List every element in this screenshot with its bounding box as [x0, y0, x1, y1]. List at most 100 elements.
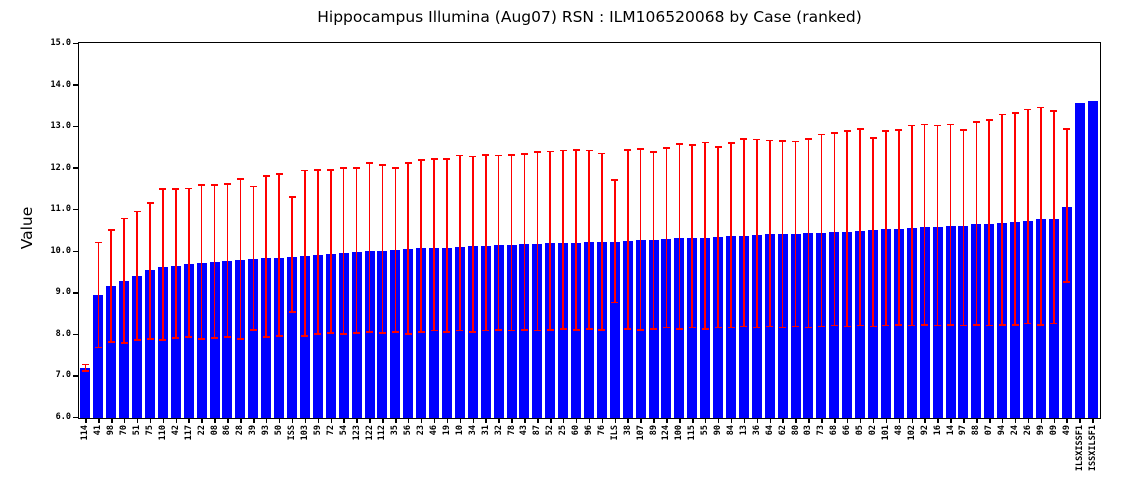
error-bar-cap-bottom	[675, 328, 683, 330]
error-bar-cap-bottom	[985, 324, 993, 327]
error-bar-cap-top	[1011, 112, 1019, 115]
x-tick-label: 99	[1035, 425, 1046, 436]
error-bar-cap-bottom	[340, 333, 348, 335]
x-tick-mark	[459, 419, 462, 423]
error-bar-line	[123, 218, 125, 344]
error-bar-cap-top	[766, 139, 774, 142]
error-bar-line	[523, 153, 526, 330]
x-tick-label: 101	[880, 425, 891, 441]
x-tick-label: 75	[145, 425, 155, 436]
x-tick-mark	[136, 419, 139, 423]
x-tick-mark	[123, 419, 126, 423]
error-bar-cap-bottom	[585, 328, 593, 330]
y-tick-mark	[73, 333, 78, 336]
error-bar-line	[949, 124, 952, 325]
bar	[157, 266, 168, 418]
bar	[132, 275, 143, 418]
x-tick-mark	[278, 419, 281, 423]
error-bar-line	[794, 141, 797, 327]
error-bar-cap-bottom	[94, 346, 102, 349]
x-tick-mark	[550, 419, 552, 423]
x-tick-mark	[1040, 419, 1043, 423]
error-bar-cap-bottom	[598, 328, 606, 331]
error-bar-line	[239, 178, 242, 339]
plot-area	[78, 42, 1101, 419]
x-tick-label: 35	[390, 425, 401, 436]
y-tick-label: 14.0	[50, 79, 71, 90]
error-bar-cap-top	[223, 183, 231, 186]
x-tick-mark	[1079, 419, 1081, 423]
bar	[222, 261, 233, 418]
error-bar-line	[162, 189, 164, 341]
error-bar-cap-bottom	[482, 329, 490, 332]
x-tick-mark	[343, 419, 345, 423]
bar	[299, 255, 310, 418]
error-bar-cap-bottom	[417, 331, 425, 333]
error-bar-cap-top	[598, 152, 606, 155]
error-bar-cap-top	[133, 210, 141, 213]
x-tick-label: 41	[93, 425, 104, 436]
error-bar-cap-bottom	[921, 323, 929, 326]
error-bar-line	[329, 169, 332, 334]
y-tick-mark	[73, 208, 78, 211]
x-tick-mark	[782, 419, 784, 423]
error-bar-cap-bottom	[366, 331, 373, 333]
error-bar-cap-bottom	[843, 325, 851, 328]
error-bar-cap-bottom	[1024, 322, 1032, 325]
bar	[325, 253, 336, 418]
x-tick-mark	[717, 419, 720, 423]
error-bar-cap-bottom	[262, 336, 270, 338]
x-tick-label: ILSXISSF1	[1074, 425, 1085, 472]
error-bar-cap-bottom	[159, 339, 167, 341]
error-bar-cap-bottom	[211, 337, 219, 339]
error-bar-cap-bottom	[533, 329, 541, 332]
error-bar-line	[730, 143, 732, 328]
error-bar-cap-top	[198, 184, 206, 186]
error-bar-cap-top	[637, 148, 645, 150]
error-bar-cap-bottom	[1050, 322, 1058, 325]
error-bar-cap-top	[792, 140, 800, 143]
error-bar-cap-top	[366, 162, 373, 164]
bar	[584, 242, 594, 418]
x-tick-label: 60	[571, 425, 582, 436]
error-bar-line	[962, 130, 965, 326]
error-bar-cap-bottom	[959, 324, 967, 327]
x-tick-mark	[588, 419, 591, 423]
error-bar-cap-bottom	[650, 328, 658, 330]
x-tick-label: 102	[906, 425, 917, 441]
error-bar-cap-top	[172, 188, 180, 191]
error-bar-line	[549, 151, 552, 330]
error-bar-cap-top	[1063, 128, 1071, 130]
x-tick-mark	[1027, 419, 1030, 423]
error-bar-cap-bottom	[223, 336, 231, 338]
x-tick-label: 73	[816, 425, 827, 436]
x-tick-mark	[304, 419, 307, 423]
x-tick-mark	[924, 419, 926, 423]
error-bar-cap-top	[546, 150, 554, 153]
x-tick-label: 115	[687, 425, 698, 441]
x-tick-label: 32	[493, 425, 504, 436]
bar	[390, 249, 401, 418]
x-tick-label: 36	[751, 425, 762, 436]
error-bar-line	[743, 138, 745, 327]
error-bar-cap-bottom	[133, 339, 141, 341]
bar	[1074, 103, 1085, 418]
x-tick-label: 16	[932, 425, 943, 436]
y-tick-label: 13.0	[50, 121, 71, 132]
bar	[661, 239, 672, 418]
error-bar-cap-bottom	[727, 326, 735, 329]
error-bar-cap-bottom	[236, 338, 244, 340]
bar	[248, 259, 259, 418]
error-bar-line	[639, 148, 642, 330]
x-tick-mark	[356, 419, 358, 423]
bar	[119, 280, 130, 418]
error-bar-cap-top	[430, 158, 438, 160]
error-bar-line	[575, 149, 577, 330]
error-bar-cap-top	[520, 153, 528, 155]
x-tick-mark	[382, 419, 384, 423]
x-tick-label: 23	[416, 425, 427, 436]
error-bar-line	[342, 168, 345, 334]
x-tick-label: ISS	[287, 425, 298, 441]
x-tick-mark	[937, 419, 939, 423]
x-tick-mark	[265, 419, 268, 423]
